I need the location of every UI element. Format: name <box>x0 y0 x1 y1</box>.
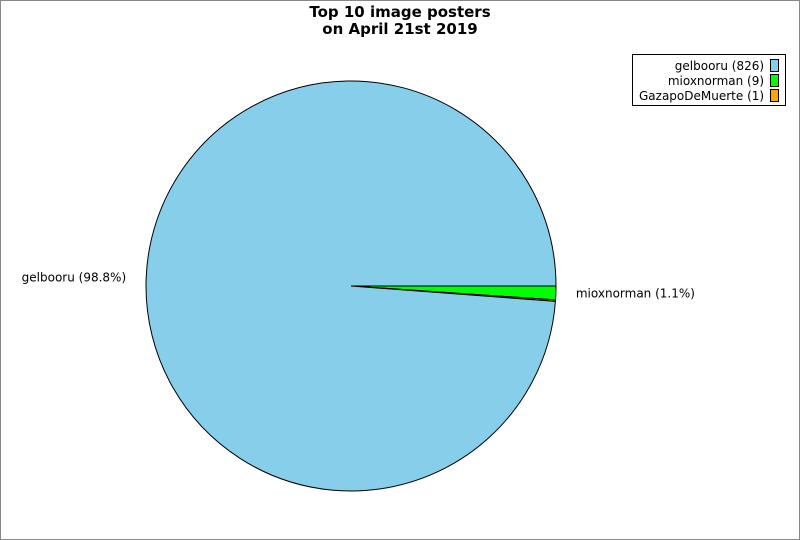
title-line-2: on April 21st 2019 <box>322 20 478 38</box>
legend-swatch <box>770 59 780 72</box>
legend-swatch <box>770 74 780 87</box>
legend-label: mioxnorman (9) <box>667 73 765 88</box>
chart-title: Top 10 image posters on April 21st 2019 <box>1 4 799 38</box>
legend-item-mioxnorman: mioxnorman (9) <box>639 73 780 88</box>
legend-swatch <box>770 89 780 102</box>
legend-label: GazapoDeMuerte (1) <box>639 88 765 103</box>
legend: gelbooru (826) mioxnorman (9) GazapoDeMuer… <box>632 54 787 106</box>
slice-label-gelbooru: gelbooru (98.8%) <box>22 271 126 285</box>
legend-label: gelbooru (826) <box>674 58 765 73</box>
title-line-1: Top 10 image posters <box>309 3 491 21</box>
slice-label-mioxnorman: mioxnorman (1.1%) <box>576 287 695 301</box>
legend-item-gelbooru: gelbooru (826) <box>639 58 780 73</box>
legend-item-GazapoDeMuerte: GazapoDeMuerte (1) <box>639 88 780 103</box>
slice-gelbooru <box>145 80 557 492</box>
